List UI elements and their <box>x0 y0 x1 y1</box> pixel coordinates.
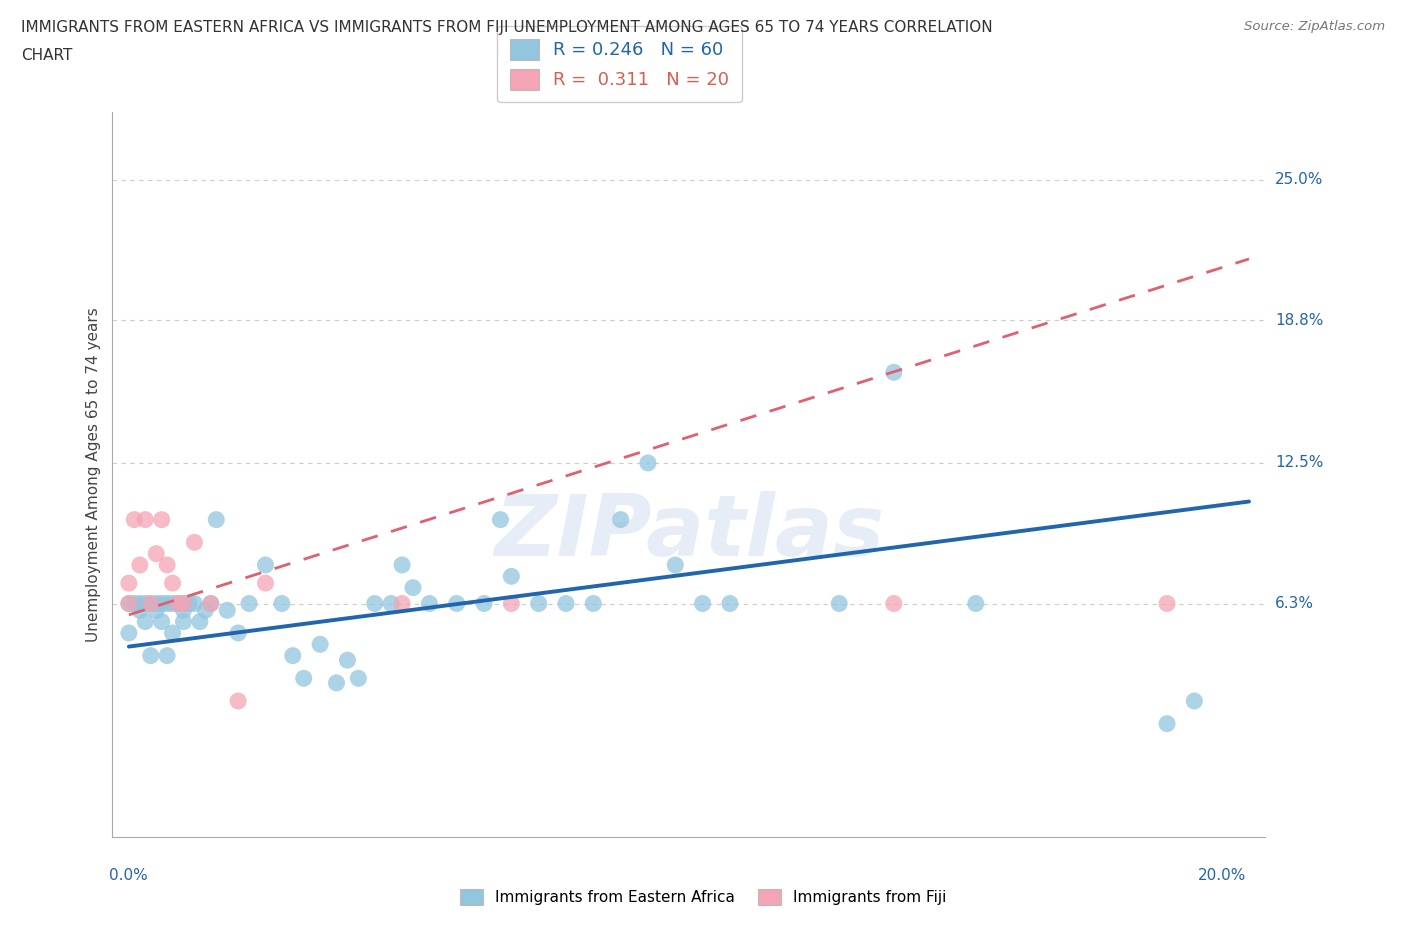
Point <box>501 569 523 584</box>
Text: IMMIGRANTS FROM EASTERN AFRICA VS IMMIGRANTS FROM FIJI UNEMPLOYMENT AMONG AGES 6: IMMIGRANTS FROM EASTERN AFRICA VS IMMIGR… <box>21 20 993 35</box>
Point <box>555 596 578 611</box>
Point <box>347 671 370 685</box>
Point <box>173 603 195 618</box>
Point <box>145 546 167 561</box>
Point <box>173 614 195 629</box>
Point <box>167 596 190 611</box>
Point <box>177 596 200 611</box>
Point <box>309 637 332 652</box>
Point <box>965 596 987 611</box>
Point <box>446 596 468 611</box>
Point <box>118 576 141 591</box>
Point <box>718 596 741 611</box>
Point <box>139 596 162 611</box>
Point <box>173 596 195 611</box>
Point <box>124 512 146 527</box>
Point <box>325 675 347 690</box>
Point <box>391 557 413 572</box>
Point <box>501 596 523 611</box>
Point <box>364 596 387 611</box>
Legend: R = 0.246   N = 60, R =  0.311   N = 20: R = 0.246 N = 60, R = 0.311 N = 20 <box>498 26 742 102</box>
Point <box>194 603 217 618</box>
Point <box>139 596 162 611</box>
Point <box>1156 716 1178 731</box>
Point <box>1156 596 1178 611</box>
Point <box>173 596 195 611</box>
Point <box>527 596 550 611</box>
Text: 6.3%: 6.3% <box>1275 596 1315 611</box>
Point <box>150 512 173 527</box>
Point <box>292 671 315 685</box>
Point <box>156 648 179 663</box>
Point <box>637 456 659 471</box>
Point <box>128 557 150 572</box>
Point <box>402 580 425 595</box>
Point <box>162 596 184 611</box>
Point <box>139 648 162 663</box>
Point <box>270 596 292 611</box>
Point <box>128 596 150 611</box>
Point <box>118 626 141 641</box>
Text: 0.0%: 0.0% <box>110 868 148 883</box>
Point <box>226 626 249 641</box>
Text: 25.0%: 25.0% <box>1275 172 1323 187</box>
Point <box>828 596 851 611</box>
Point <box>883 596 905 611</box>
Text: 12.5%: 12.5% <box>1275 456 1323 471</box>
Y-axis label: Unemployment Among Ages 65 to 74 years: Unemployment Among Ages 65 to 74 years <box>86 307 101 642</box>
Point <box>183 596 205 611</box>
Text: Source: ZipAtlas.com: Source: ZipAtlas.com <box>1244 20 1385 33</box>
Point <box>200 596 222 611</box>
Point <box>391 596 413 611</box>
Point <box>134 614 156 629</box>
Point <box>124 596 146 611</box>
Point <box>118 596 141 611</box>
Point <box>183 535 205 550</box>
Point <box>489 512 512 527</box>
Point <box>582 596 605 611</box>
Point <box>472 596 495 611</box>
Point <box>134 512 156 527</box>
Point <box>167 596 190 611</box>
Point <box>150 596 173 611</box>
Point <box>1182 694 1205 709</box>
Point <box>205 512 228 527</box>
Text: 18.8%: 18.8% <box>1275 312 1323 327</box>
Point <box>692 596 714 611</box>
Point <box>380 596 402 611</box>
Point <box>145 603 167 618</box>
Point <box>217 603 239 618</box>
Text: ZIPatlas: ZIPatlas <box>494 491 884 574</box>
Point <box>238 596 260 611</box>
Point <box>150 614 173 629</box>
Point <box>145 596 167 611</box>
Point <box>664 557 686 572</box>
Point <box>134 596 156 611</box>
Legend: Immigrants from Eastern Africa, Immigrants from Fiji: Immigrants from Eastern Africa, Immigran… <box>454 883 952 911</box>
Point <box>254 576 277 591</box>
Point <box>118 596 141 611</box>
Text: CHART: CHART <box>21 48 73 63</box>
Point <box>162 576 184 591</box>
Point <box>128 603 150 618</box>
Point <box>156 596 179 611</box>
Point <box>883 365 905 379</box>
Point <box>162 626 184 641</box>
Point <box>254 557 277 572</box>
Point <box>281 648 304 663</box>
Point <box>226 694 249 709</box>
Point <box>156 557 179 572</box>
Point <box>609 512 631 527</box>
Point <box>188 614 211 629</box>
Point <box>200 596 222 611</box>
Point <box>418 596 440 611</box>
Point <box>336 653 359 668</box>
Text: 20.0%: 20.0% <box>1198 868 1246 883</box>
